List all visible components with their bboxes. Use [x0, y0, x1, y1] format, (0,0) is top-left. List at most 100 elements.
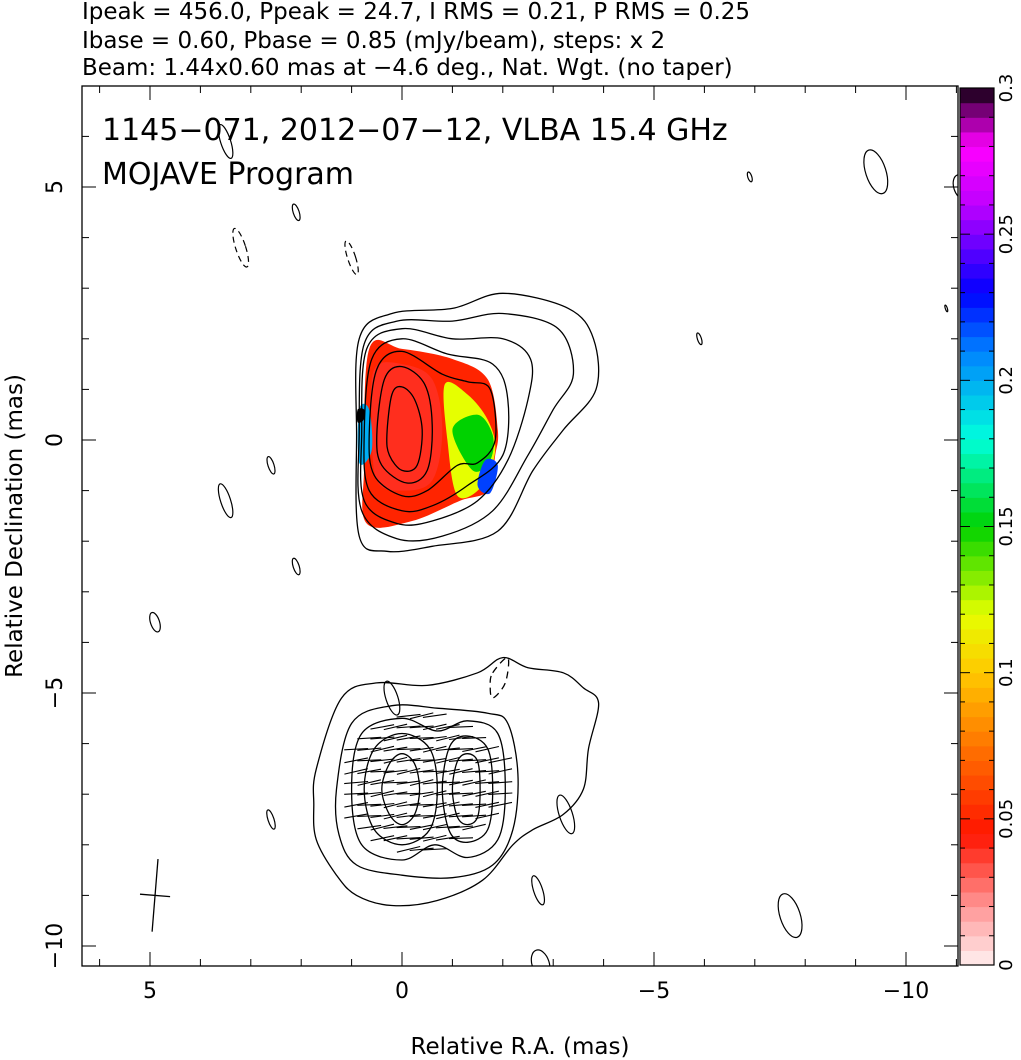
- evpa-vector: [370, 779, 395, 786]
- evpa-vector: [422, 723, 447, 731]
- evpa-vector: [396, 748, 421, 751]
- evpa-vector: [435, 768, 460, 775]
- evpa-vector: [383, 769, 408, 774]
- colorbar-cell: [960, 643, 994, 659]
- evpa-vector: [396, 826, 421, 829]
- noise-contour: [777, 893, 803, 939]
- evpa-vector: [383, 781, 408, 784]
- colorbar-tick-label: 0.25: [996, 214, 1017, 254]
- ghost-contour: [363, 732, 438, 846]
- y-tick-label: 5: [43, 180, 68, 194]
- plot-frame: [81, 85, 959, 967]
- noise-contour: [291, 203, 301, 222]
- colorbar-cell: [960, 818, 994, 835]
- evpa-vector: [357, 759, 382, 762]
- colorbar-cell: [960, 833, 994, 849]
- evpa-vector: [383, 756, 408, 764]
- evpa-vector: [435, 835, 460, 841]
- evpa-vector: [436, 801, 460, 809]
- noise-contour: [266, 809, 276, 830]
- evpa-vector: [422, 757, 447, 763]
- ghost-contour: [312, 656, 600, 907]
- evpa-vector: [462, 759, 487, 762]
- evpa-vector: [475, 790, 500, 797]
- header-line-3: Beam: 1.44x0.60 mas at −4.6 deg., Nat. W…: [82, 55, 733, 81]
- noise-contours: [149, 123, 958, 966]
- evpa-vector: [422, 823, 447, 831]
- colorbar-cell: [960, 175, 994, 191]
- colorbar-cell: [960, 950, 994, 966]
- colorbar-tick-label: 0.1: [996, 658, 1017, 687]
- evpa-vector: [344, 757, 369, 764]
- colorbar-cell: [960, 336, 994, 352]
- noise-contour: [530, 949, 551, 966]
- colorbar-cell: [960, 614, 994, 630]
- header-line-2: Ibase = 0.60, Pbase = 0.85 (mJy/beam), s…: [82, 28, 665, 54]
- colorbar-cell: [960, 190, 994, 206]
- colorbar-cell: [960, 248, 994, 264]
- evpa-vector: [475, 801, 500, 808]
- evpa-vector: [435, 825, 460, 829]
- evpa-vector: [409, 725, 434, 729]
- evpa-vector: [396, 757, 421, 763]
- evpa-vector: [435, 747, 460, 752]
- evpa-vector: [357, 824, 382, 830]
- colorbar-cell: [960, 701, 994, 718]
- evpa-vector: [448, 758, 473, 762]
- colorbar-cell: [960, 204, 994, 221]
- colorbar-cell: [960, 307, 994, 323]
- core-contour: [386, 385, 423, 472]
- noise-contour: [531, 875, 546, 906]
- evpa-vector: [396, 767, 421, 775]
- evpa-vector: [383, 835, 408, 842]
- noise-contour: [696, 332, 703, 346]
- x-tick-labels: 5 0 −5 −10: [143, 979, 929, 1004]
- colorbar-cell: [960, 380, 994, 396]
- evpa-vector: [488, 781, 513, 784]
- evpa-vector: [462, 823, 486, 831]
- evpa-vector: [448, 837, 474, 840]
- colorbar-cell: [960, 117, 994, 133]
- colorbar-cell: [960, 658, 994, 674]
- evpa-vector: [488, 801, 513, 808]
- core-contour: [355, 292, 600, 553]
- evpa-vector: [383, 734, 408, 742]
- evpa-vector: [370, 835, 395, 842]
- evpa-vector: [422, 790, 447, 798]
- colorbar-cell: [960, 278, 994, 294]
- colorbar-cell: [960, 146, 994, 162]
- colorbar-cell: [960, 628, 994, 645]
- evpa-vector: [396, 813, 421, 818]
- noise-contour: [217, 123, 234, 160]
- colorbar-cell: [960, 292, 994, 308]
- evpa-vector: [370, 823, 395, 831]
- colorbar-cell: [960, 424, 994, 440]
- evpa-vector: [422, 713, 447, 718]
- x-axis-label: Relative R.A. (mas): [411, 1034, 630, 1060]
- negative-noise-contour: [232, 227, 250, 268]
- evpa-vector: [370, 724, 395, 730]
- evpa-vector: [462, 803, 487, 807]
- beam-minor-axis: [139, 893, 171, 898]
- colorbar-cell: [960, 862, 994, 878]
- colorbar: 0 0.05 0.1 0.15 0.2 0.25 0.3: [959, 74, 1017, 971]
- evpa-vector: [475, 781, 500, 784]
- plot-title: 1145−071, 2012−07−12, VLBA 15.4 GHz: [102, 113, 728, 148]
- evpa-vector: [344, 780, 369, 785]
- evpa-vector: [409, 824, 434, 830]
- header-line-1: Ipeak = 456.0, Ppeak = 24.7, I RMS = 0.2…: [82, 0, 750, 25]
- evpa-vector: [488, 792, 513, 795]
- core-contour: [357, 312, 575, 542]
- evpa-vector: [370, 813, 395, 819]
- evpa-vector: [422, 770, 447, 773]
- evpa-vector: [409, 746, 434, 752]
- ghost-contour: [451, 753, 481, 826]
- colorbar-cell: [960, 409, 994, 425]
- evpa-vector: [383, 801, 408, 809]
- evpa-vector: [436, 756, 460, 764]
- evpa-vector: [383, 825, 408, 829]
- ghost-contour: [350, 717, 506, 861]
- colorbar-tick-label: 0.05: [996, 799, 1017, 839]
- noise-contour: [746, 171, 753, 183]
- colorbar-cell: [960, 672, 994, 688]
